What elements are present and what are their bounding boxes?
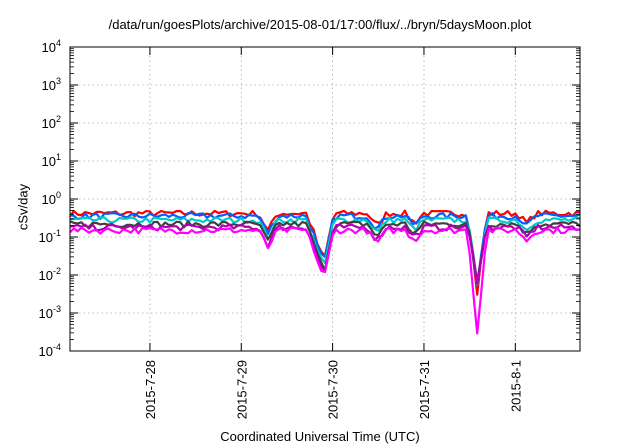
y-tick-label: 10-1 (39, 228, 61, 245)
x-axis-label: Coordinated Universal Time (UTC) (220, 429, 420, 444)
y-tick-labels: 10-4 10-3 10-2 10-1 100 101 102 103 104 (39, 38, 61, 359)
x-tick-label: 2015-7-29 (234, 360, 249, 419)
series-layer (69, 209, 581, 335)
y-tick-label: 10-4 (39, 342, 61, 359)
series-line (69, 216, 581, 286)
grid-lines (70, 47, 580, 351)
y-tick-label: 101 (42, 152, 61, 169)
y-tick-label: 10-2 (39, 266, 61, 283)
y-tick-label: 100 (42, 190, 61, 207)
x-tick-label: 2015-7-28 (143, 360, 158, 419)
x-tick-label: 2015-7-30 (326, 360, 341, 419)
series-line (69, 226, 581, 335)
y-axis-label: cSv/day (15, 183, 31, 231)
x-tick-label: 2015-7-31 (417, 360, 432, 419)
y-tick-label: 104 (42, 38, 61, 55)
chart-title: /data/run/goesPlots/archive/2015-08-01/1… (108, 17, 532, 32)
x-tick-label: 2015-8-1 (508, 360, 523, 412)
x-tick-labels: 2015-7-28 2015-7-29 2015-7-30 2015-7-31 2015… (143, 360, 523, 419)
y-tick-label: 102 (42, 114, 61, 131)
y-tick-label: 103 (42, 76, 61, 93)
y-tick-label: 10-3 (39, 304, 61, 321)
ticks (70, 46, 580, 352)
